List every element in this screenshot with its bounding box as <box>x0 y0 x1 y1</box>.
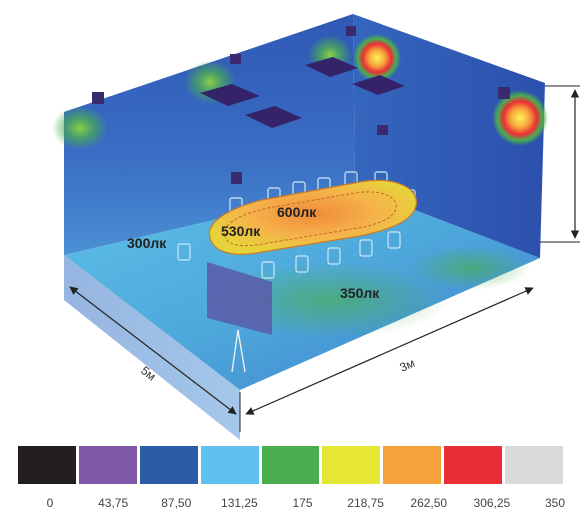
dimension-label-width: 3м <box>398 356 417 375</box>
lux-label-600: 600лк <box>277 204 317 220</box>
legend-tick-label: 218,75 <box>347 496 384 510</box>
legend-swatch <box>444 446 503 484</box>
conference-table <box>208 179 417 255</box>
legend-tick-label: 0 <box>46 496 54 510</box>
ceiling-lamp <box>231 172 242 184</box>
lux-label-530: 530лк <box>221 223 261 239</box>
ceiling-lamp <box>230 54 241 64</box>
legend-swatch <box>78 446 137 484</box>
legend-swatch <box>200 446 259 484</box>
legend-tick-label: 175 <box>292 496 313 510</box>
color-scale-ticks: 0 43,75 87,50 131,25 175 218,75 262,50 306,25 35… <box>0 496 581 512</box>
illuminance-room-render: 600лк 530лк 300лк 350лк 5м 3м <box>52 14 580 440</box>
legend-tick-label: 87,50 <box>161 496 192 510</box>
legend-tick-label: 350 <box>544 496 566 510</box>
legend-swatch <box>139 446 198 484</box>
ceiling-lamp <box>377 125 388 135</box>
wall-hotspot-2 <box>492 90 548 146</box>
pendant-panel <box>305 57 358 77</box>
wall-glow-1 <box>52 106 108 150</box>
floor-glow-right <box>410 246 530 290</box>
ceiling-lamp <box>92 92 104 104</box>
legend-swatch <box>505 446 564 484</box>
lux-label-350: 350лк <box>340 285 380 301</box>
pendant-panel <box>245 106 302 128</box>
ceiling-lamp <box>498 87 510 99</box>
legend-swatch <box>383 446 442 484</box>
legend-swatch <box>322 446 381 484</box>
wall-hotspot-1 <box>353 34 401 82</box>
dimension-line-width <box>245 287 534 415</box>
legend-tick-label: 262,50 <box>410 496 448 510</box>
legend-tick-label: 131,25 <box>221 496 258 510</box>
legend-swatch <box>261 446 320 484</box>
lux-label-300: 300лк <box>127 235 167 251</box>
flipchart-leg <box>237 329 246 373</box>
ceiling-lamp <box>346 26 356 36</box>
pendant-panel <box>200 84 260 106</box>
pendant-panel <box>352 75 405 95</box>
table-isoline <box>224 191 397 247</box>
back-left-wall <box>64 14 355 255</box>
legend-swatch <box>18 446 76 484</box>
legend-tick-label: 306,25 <box>473 496 511 510</box>
legend-tick-label: 43,75 <box>98 496 129 510</box>
color-scale-legend <box>18 446 564 484</box>
dimension-line-depth <box>69 286 237 415</box>
